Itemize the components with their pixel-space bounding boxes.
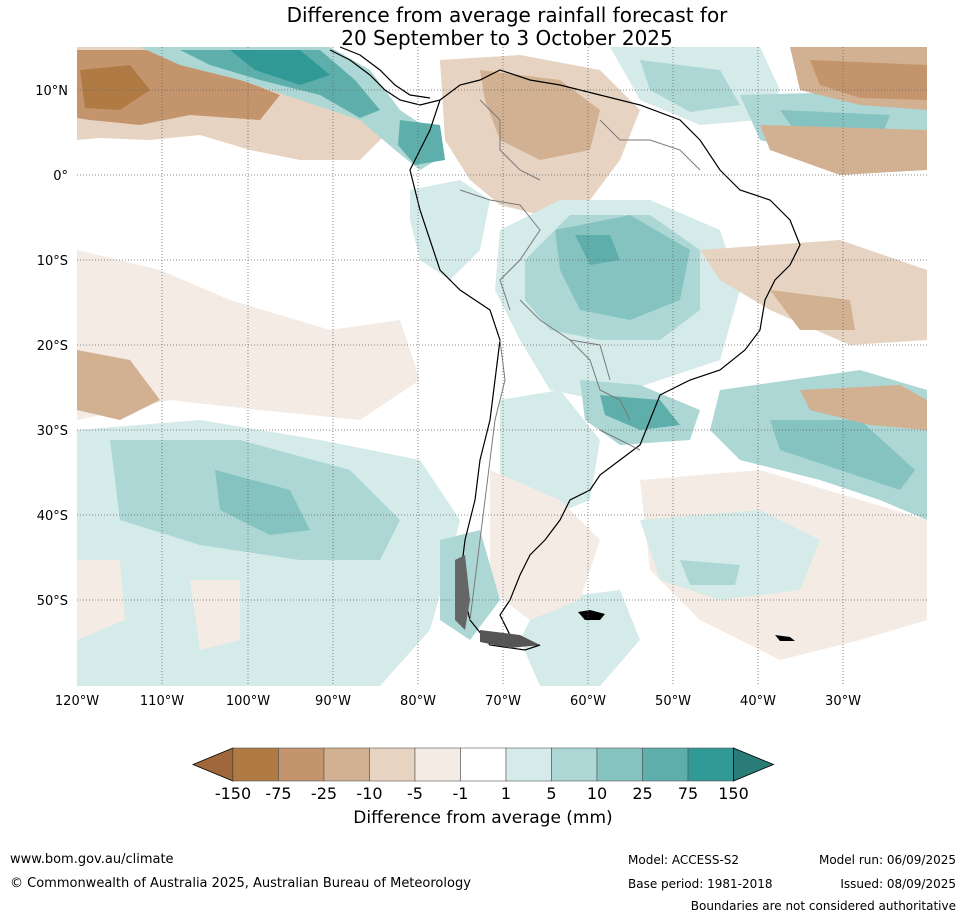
- south-georgia: [775, 635, 795, 641]
- wet-area-southeast-pacific-core: [215, 470, 310, 535]
- lon-label: 120°W: [55, 694, 99, 709]
- colorbar-segment: [460, 747, 507, 782]
- wet-area-south-atlantic-far: [640, 510, 820, 600]
- lon-label: 40°W: [740, 694, 776, 709]
- border-colombia-venezuela: [479, 99, 541, 181]
- colorbar-tick-label: 75: [678, 784, 698, 803]
- lon-label: 110°W: [140, 694, 184, 709]
- chilean-archipelago: [455, 555, 470, 630]
- issued-date: Issued: 08/09/2025: [840, 877, 956, 891]
- colorbar-segment: [323, 747, 370, 782]
- boundaries-disclaimer: Boundaries are not considered authoritat…: [690, 899, 956, 913]
- base-period: Base period: 1981-2018: [628, 877, 773, 891]
- wet-area-north-atlantic-core: [640, 60, 740, 112]
- colorbar-segment: [278, 747, 325, 782]
- website-link[interactable]: www.bom.gov.au/climate: [10, 852, 174, 867]
- colorbar-tick-label: -5: [407, 784, 423, 803]
- map-title-line2: 20 September to 3 October 2025: [341, 26, 673, 50]
- graticule: [77, 47, 927, 686]
- colorbar-segment: [414, 747, 461, 782]
- longitude-labels: 120°W 110°W 100°W 90°W 80°W 70°W 60°W 50…: [55, 694, 861, 709]
- colorbar-tick-label: 150: [718, 784, 749, 803]
- colorbar-tick-label: 25: [632, 784, 652, 803]
- lon-label: 30°W: [825, 694, 861, 709]
- colorbar-tick-label: -10: [356, 784, 382, 803]
- dry-area-east-pacific-core: [77, 350, 160, 420]
- lon-label: 50°W: [655, 694, 691, 709]
- dry-area-southeast-pacific: [190, 580, 240, 650]
- lon-label: 60°W: [570, 694, 606, 709]
- lon-label: 80°W: [400, 694, 436, 709]
- lat-label: 20°S: [37, 339, 68, 354]
- colorbar-segment: [642, 747, 689, 782]
- colorbar-tick-label: 5: [546, 784, 556, 803]
- colorbar-tick-label: -1: [453, 784, 469, 803]
- wet-area-panama: [398, 120, 445, 165]
- wet-area-south-brazil-core: [600, 395, 680, 430]
- wet-area-north-pacific-peak: [230, 50, 330, 85]
- lon-label: 100°W: [226, 694, 270, 709]
- colorbar-segment: [687, 747, 734, 782]
- colorbar-segment: [232, 747, 279, 782]
- lat-label: 0°: [53, 169, 68, 184]
- country-borders: [459, 99, 701, 621]
- wet-area-north-pacific: [140, 47, 445, 170]
- lat-label: 40°S: [37, 509, 68, 524]
- dry-area-north-pacific-peak: [80, 65, 150, 110]
- central-america-coastline: [329, 49, 441, 106]
- colorbar-segment: [551, 747, 598, 782]
- dry-area-south-atlantic-core: [770, 290, 855, 330]
- dry-area-venezuela: [480, 70, 600, 160]
- lat-label: 10°S: [37, 254, 68, 269]
- colorbar-title: Difference from average (mm): [353, 808, 613, 828]
- colorbar-tick-label: -75: [265, 784, 291, 803]
- border-paraguay: [569, 339, 631, 421]
- islands: [455, 555, 795, 648]
- model-name: Model: ACCESS-S2: [628, 853, 740, 867]
- lat-label: 50°S: [37, 594, 68, 609]
- dry-area-atlantic-band: [760, 125, 927, 175]
- anomaly-fields: [77, 47, 927, 686]
- wet-area-andes-north: [410, 180, 490, 280]
- coastlines: [329, 46, 801, 651]
- colorbar-tick-label: 10: [587, 784, 607, 803]
- wet-area-south-atlantic-core-far: [680, 560, 740, 585]
- dry-area-east-pacific: [77, 250, 420, 420]
- colorbar-arrow-low: [191, 747, 234, 782]
- lon-label: 70°W: [485, 694, 521, 709]
- colorbar-segment: [369, 747, 416, 782]
- copyright-text: © Commonwealth of Australia 2025, Austra…: [10, 876, 471, 891]
- lat-label: 30°S: [37, 424, 68, 439]
- model-run-date: Model run: 06/09/2025: [818, 853, 956, 867]
- lat-label: 10°N: [35, 84, 68, 99]
- wet-area-south-atlantic-core: [770, 420, 915, 490]
- border-guianas: [599, 119, 701, 171]
- latitude-labels: 10°N 0° 10°S 20°S 30°S 40°S 50°S: [35, 84, 68, 609]
- map-title-line1: Difference from average rainfall forecas…: [286, 3, 728, 27]
- colorbar-segment: [596, 747, 643, 782]
- wet-area-north-pacific-core: [180, 50, 380, 118]
- south-america-coastline: [409, 69, 801, 651]
- border-brazil-west: [459, 189, 541, 311]
- dry-area-south-atlantic-east: [800, 385, 927, 430]
- colorbar-arrow-high: [733, 747, 775, 782]
- wet-area-patagonia-shelf: [520, 590, 640, 686]
- falkland-islands: [578, 610, 605, 620]
- colorbar: -150 -75 -25 -10 -5 -1 1 5 10 25 75 150: [191, 747, 775, 803]
- tierra-del-fuego: [480, 630, 540, 648]
- central-america-coastline-north: [339, 46, 431, 99]
- dry-area-south-atlantic: [700, 240, 927, 345]
- colorbar-tick-label: -25: [311, 784, 337, 803]
- border-uruguay: [599, 429, 641, 451]
- colorbar-segment: [505, 747, 552, 782]
- colorbar-tick-label: -150: [215, 784, 251, 803]
- wet-area-brazil-peak: [575, 235, 620, 265]
- lon-label: 90°W: [315, 694, 351, 709]
- colorbar-tick-label: 1: [501, 784, 511, 803]
- map-title: Difference from average rainfall forecas…: [0, 4, 965, 50]
